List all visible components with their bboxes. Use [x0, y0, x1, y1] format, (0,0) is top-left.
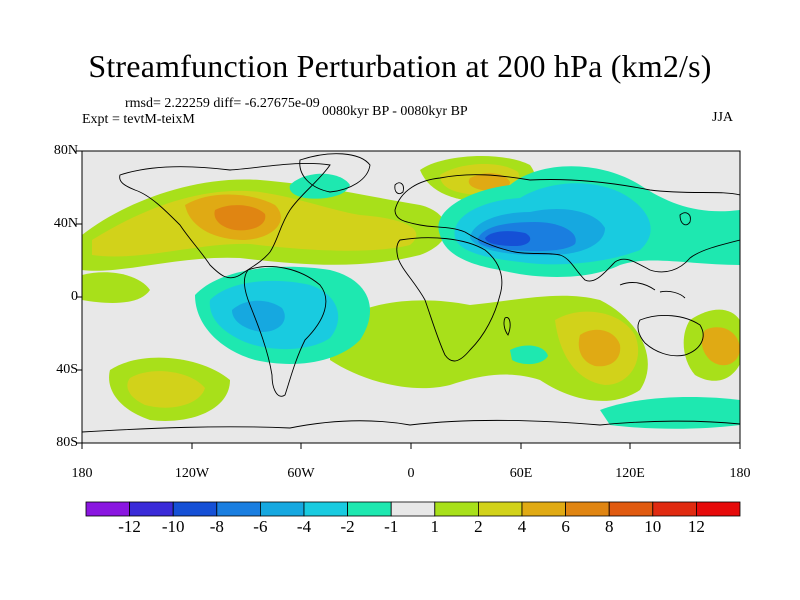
contour-level-m4-south-america [232, 300, 285, 332]
contour-negative-southern-ocean [600, 397, 740, 429]
coastline-indonesia [619, 282, 686, 299]
lon-label-60e: 60E [509, 466, 533, 481]
colorbar-box [259, 501, 305, 517]
coastlines [82, 153, 740, 433]
coastline-madagascar [503, 317, 511, 336]
lon-label-120e: 120E [615, 466, 645, 481]
contour-level-6-south-atlantic [578, 329, 621, 367]
contour-level-6-scandinavia [468, 173, 510, 191]
lon-label-60w: 60W [287, 466, 315, 481]
contour-negative-indian-ocean [510, 345, 548, 365]
colorbar-label: -6 [253, 517, 268, 536]
period-label: 0080kyr BP - 0080kyr BP [322, 104, 468, 119]
lon-ticks [81, 443, 741, 449]
colorbar-label: -10 [161, 517, 185, 536]
contour-positive-west-pacific [82, 272, 150, 303]
colorbar-label: 8 [604, 517, 614, 536]
colorbar-label: -12 [118, 517, 141, 536]
contour-level-8-na [214, 205, 266, 231]
colorbar-box [608, 501, 654, 517]
lat-label-0: 0 [71, 289, 78, 304]
colorbar-label: 2 [474, 517, 483, 536]
colorbar-box [477, 501, 523, 517]
colorbar-box [390, 501, 436, 517]
colorbar-label: -1 [384, 517, 399, 536]
coastline-europe-asia [394, 174, 740, 282]
colorbar [85, 501, 741, 517]
lat-ticks [76, 150, 82, 444]
coastline-africa [396, 237, 503, 362]
colorbar-box [347, 501, 392, 517]
lon-label-0: 0 [407, 466, 415, 481]
colorbar-box [303, 501, 348, 517]
lon-label-120w: 120W [174, 466, 210, 481]
colorbar-box [434, 501, 479, 517]
lat-label-80s: 80S [56, 435, 78, 450]
colorbar-box [696, 501, 741, 517]
contour-field [82, 151, 740, 443]
coastline-japan [679, 212, 691, 226]
colorbar-box [172, 501, 218, 517]
colorbar-box [521, 501, 566, 517]
lat-label-40n: 40N [53, 216, 78, 231]
colorbar-box [216, 501, 261, 517]
experiment-label: Expt = tevtM-teixM [82, 112, 195, 127]
map-title: Streamfunction Perturbation at 200 hPa (… [88, 48, 712, 84]
colorbar-label: 4 [517, 517, 527, 536]
coastline-uk [394, 182, 404, 195]
colorbar-label: 12 [687, 517, 705, 536]
colorbar-box [652, 501, 697, 517]
contour-level-4-south-pacific [127, 371, 205, 408]
colorbar-box [565, 501, 610, 517]
coastline-greenland [299, 153, 371, 193]
coastline-antarctica [82, 420, 740, 433]
lon-label-180w: 180 [71, 466, 93, 481]
colorbar-label: 6 [561, 517, 570, 536]
lat-label-40s: 40S [56, 362, 78, 377]
season-label: JJA [712, 110, 734, 125]
colorbar-label: -8 [209, 517, 224, 536]
colorbar-box [129, 501, 174, 517]
coastline-south-america [243, 266, 327, 397]
colorbar-label: 10 [644, 517, 662, 536]
coastline-australia [637, 315, 704, 357]
colorbar-label: 1 [430, 517, 440, 536]
colorbar-label: -2 [340, 517, 355, 536]
lat-label-80n: 80N [53, 143, 78, 158]
colorbar-label: -4 [296, 517, 312, 536]
colorbar-box [85, 501, 130, 517]
coastline-north-america [119, 162, 331, 279]
stats-text: rmsd= 2.22259 diff= -6.27675e-09 [125, 96, 320, 111]
contour-level-6-east-pacific [701, 327, 740, 366]
contour-level-m8-asia [485, 231, 531, 246]
lon-label-180e: 180 [729, 466, 751, 481]
